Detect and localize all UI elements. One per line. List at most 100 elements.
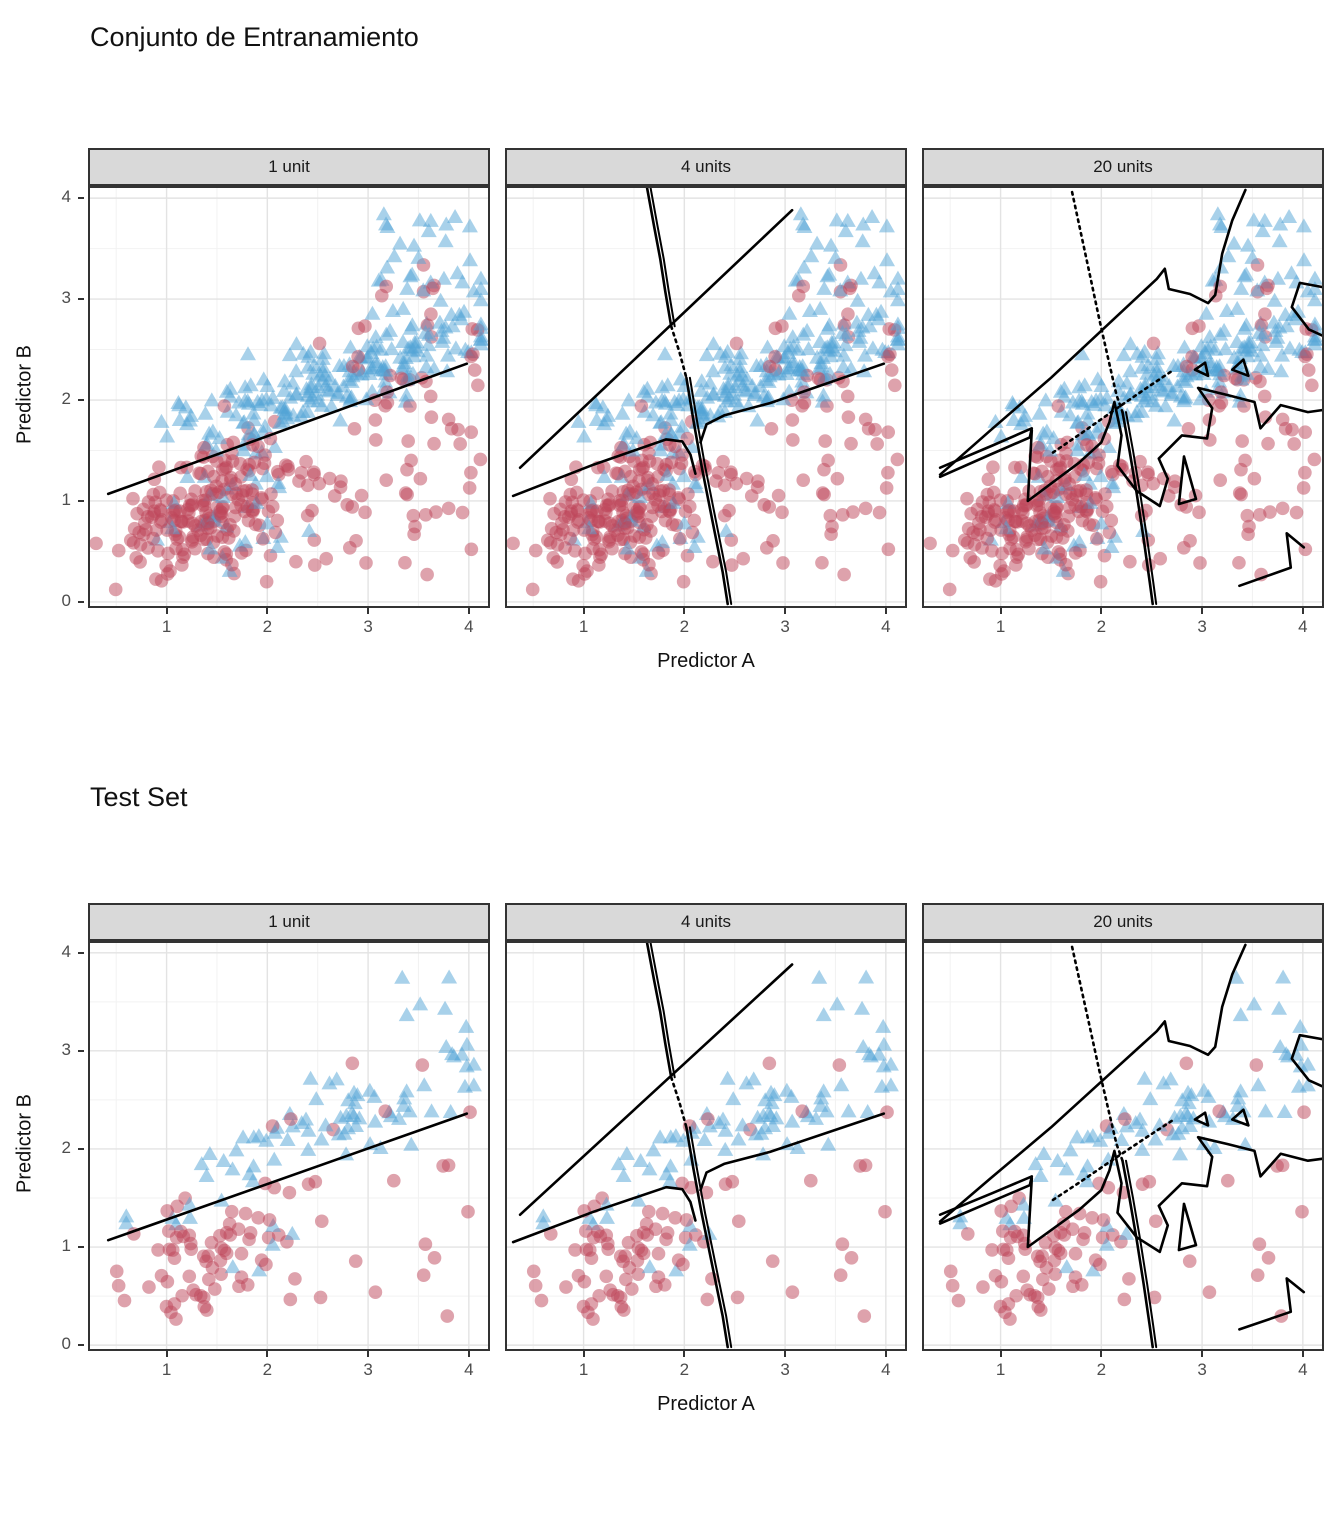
x-tick-label: 3	[1197, 1360, 1207, 1379]
x-tick-label: 1	[161, 1360, 172, 1379]
x-tick-label: 4	[881, 617, 891, 636]
facet-1-unit: 1 unit 1 2 3 4	[88, 903, 490, 1385]
x-tick-label: 4	[1298, 1360, 1308, 1379]
x-tick-label: 4	[881, 1360, 891, 1379]
y-tick-label: 0	[61, 590, 71, 610]
x-axis: 1 2 3 4	[505, 608, 907, 642]
x-tick-label: 4	[1298, 617, 1308, 636]
x-tick-mark	[1201, 608, 1204, 614]
y-tick-mark	[78, 399, 84, 402]
x-tick-label: 4	[464, 1360, 474, 1379]
x-tick-mark	[884, 608, 887, 614]
y-tick-label: 1	[61, 1236, 71, 1256]
decision-boundary	[938, 188, 1324, 606]
y-tick-mark	[78, 1344, 84, 1347]
facet-strip: 20 units	[922, 903, 1324, 941]
scatter-panel-20-units	[922, 941, 1324, 1351]
x-axis: 1 2 3 4	[922, 1351, 1324, 1385]
x-tick-mark	[784, 608, 787, 614]
facet-4-units: 4 units 1 2 3 4	[505, 148, 907, 642]
decision-boundary	[106, 362, 469, 496]
y-tick-label: 1	[61, 489, 71, 509]
x-tick-mark	[367, 608, 370, 614]
x-tick-mark	[467, 1351, 470, 1357]
y-tick-mark	[78, 1049, 84, 1052]
x-tick-label: 2	[1096, 1360, 1107, 1379]
facet-strip: 1 unit	[88, 903, 490, 941]
x-axis-title: Predictor A	[657, 1393, 755, 1415]
figure-title-test: Test Set	[90, 782, 188, 812]
facet-4-units: 4 units 1 2 3 4	[505, 903, 907, 1385]
decision-boundary	[511, 186, 886, 606]
scatter-panel-1-unit	[88, 941, 490, 1351]
x-tick-mark	[1201, 1351, 1204, 1357]
x-tick-label: 1	[161, 617, 172, 636]
x-tick-label: 2	[262, 1360, 273, 1379]
x-tick-mark	[165, 608, 168, 614]
x-tick-label: 1	[578, 617, 589, 636]
x-tick-label: 3	[780, 617, 790, 636]
y-tick-mark	[78, 499, 84, 502]
x-tick-label: 1	[578, 1360, 589, 1379]
x-tick-label: 3	[363, 617, 373, 636]
scatter-points	[923, 206, 1323, 597]
facet-20-units: 20 units 1 2 3 4	[922, 903, 1324, 1385]
x-tick-label: 3	[363, 1360, 373, 1379]
y-tick-label: 0	[61, 1334, 71, 1354]
x-tick-label: 1	[995, 1360, 1006, 1379]
x-axis-title: Predictor A	[657, 650, 755, 672]
y-tick-mark	[78, 197, 84, 200]
y-tick-label: 4	[61, 187, 71, 207]
scatter-panel-20-units	[922, 186, 1324, 608]
x-axis: 1 2 3 4	[88, 608, 490, 642]
scatter-panel-4-units	[505, 186, 907, 608]
y-axis: 0 1 2 3 4	[0, 186, 84, 610]
x-tick-label: 2	[262, 617, 273, 636]
facet-strip: 4 units	[505, 903, 907, 941]
y-tick-mark	[78, 600, 84, 603]
facet-strip: 4 units	[505, 148, 907, 186]
facet-strip: 1 unit	[88, 148, 490, 186]
facet-strip: 20 units	[922, 148, 1324, 186]
x-tick-mark	[582, 608, 585, 614]
y-tick-mark	[78, 1246, 84, 1249]
decision-boundary	[938, 943, 1324, 1349]
scatter-points	[89, 206, 489, 597]
x-tick-mark	[1100, 608, 1103, 614]
y-axis: 0 1 2 3 4	[0, 941, 84, 1354]
x-tick-mark	[367, 1351, 370, 1357]
y-tick-label: 4	[61, 941, 71, 961]
y-tick-label: 3	[61, 288, 71, 308]
decision-boundary	[511, 941, 886, 1349]
x-tick-label: 3	[1197, 617, 1207, 636]
x-tick-label: 2	[679, 1360, 690, 1379]
x-tick-mark	[1301, 1351, 1304, 1357]
x-tick-mark	[165, 1351, 168, 1357]
scatter-panel-4-units	[505, 941, 907, 1351]
x-tick-mark	[683, 608, 686, 614]
x-tick-mark	[999, 1351, 1002, 1357]
x-axis: 1 2 3 4	[88, 1351, 490, 1385]
y-tick-label: 2	[61, 1137, 71, 1157]
facet-20-units: 20 units 1 2 3 4	[922, 148, 1324, 642]
y-tick-label: 3	[61, 1039, 71, 1059]
decision-boundary	[106, 1112, 469, 1242]
x-tick-mark	[884, 1351, 887, 1357]
x-tick-mark	[266, 1351, 269, 1357]
x-axis: 1 2 3 4	[922, 608, 1324, 642]
x-tick-label: 1	[995, 617, 1006, 636]
x-tick-mark	[582, 1351, 585, 1357]
facet-panels-row: 1 unit 1 2 3 4 4 units 1 2 3 4 20 units 1 2 3 4	[88, 903, 1324, 1385]
facet-1-unit: 1 unit 1 2 3 4	[88, 148, 490, 642]
x-tick-mark	[467, 608, 470, 614]
x-tick-label: 2	[1096, 617, 1107, 636]
x-tick-mark	[999, 608, 1002, 614]
scatter-points	[943, 969, 1316, 1326]
x-tick-label: 2	[679, 617, 690, 636]
y-tick-mark	[78, 298, 84, 301]
y-tick-mark	[78, 1147, 84, 1150]
figure-title-training: Conjunto de Entranamiento	[90, 22, 419, 52]
scatter-points	[109, 969, 482, 1326]
scatter-points	[526, 969, 899, 1326]
x-tick-mark	[1301, 608, 1304, 614]
